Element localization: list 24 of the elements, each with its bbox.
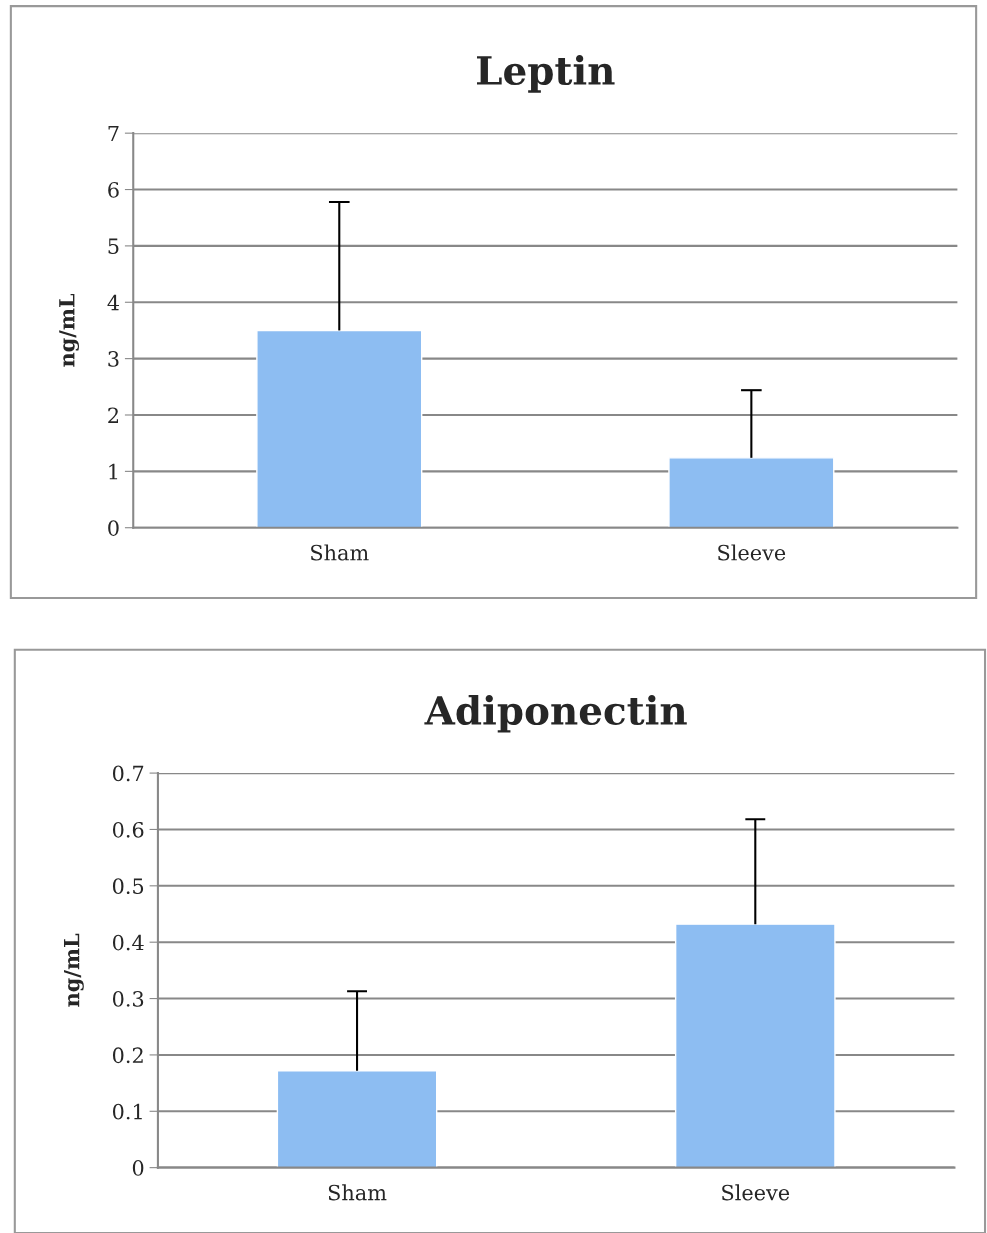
y-tick-label: 4 [107, 294, 119, 311]
y-tick-label: 0.4 [112, 934, 144, 951]
y-tick-label: 0.1 [112, 1103, 142, 1120]
y-tick-label: 2 [108, 407, 119, 423]
x-tick-label: Sleeve [722, 1184, 790, 1201]
chart-title: Adiponectin [424, 694, 687, 733]
y-tick-label: 0.5 [112, 878, 144, 895]
y-tick-label: 5 [108, 238, 119, 255]
x-tick-label: Sleeve [718, 544, 786, 561]
y-axis-title: ng/mL [59, 293, 80, 367]
y-tick-label: 3 [108, 351, 119, 367]
x-tick-label: Sham [311, 544, 369, 561]
y-tick-label: 6 [108, 181, 119, 198]
y-axis-title: ng/mL [64, 933, 84, 1007]
chart-title: Leptin [477, 55, 615, 93]
y-tick-label: 0 [132, 1160, 144, 1176]
y-tick-label: 0.2 [112, 1047, 143, 1064]
x-tick-label: Sham [328, 1184, 387, 1201]
y-tick-label: 0.3 [112, 991, 144, 1007]
y-tick-label: 0 [108, 520, 119, 536]
y-tick-label: 7 [108, 125, 119, 142]
y-tick-label: 0.6 [112, 821, 144, 838]
y-tick-label: 0.7 [112, 765, 144, 782]
y-tick-label: 1 [109, 463, 118, 480]
